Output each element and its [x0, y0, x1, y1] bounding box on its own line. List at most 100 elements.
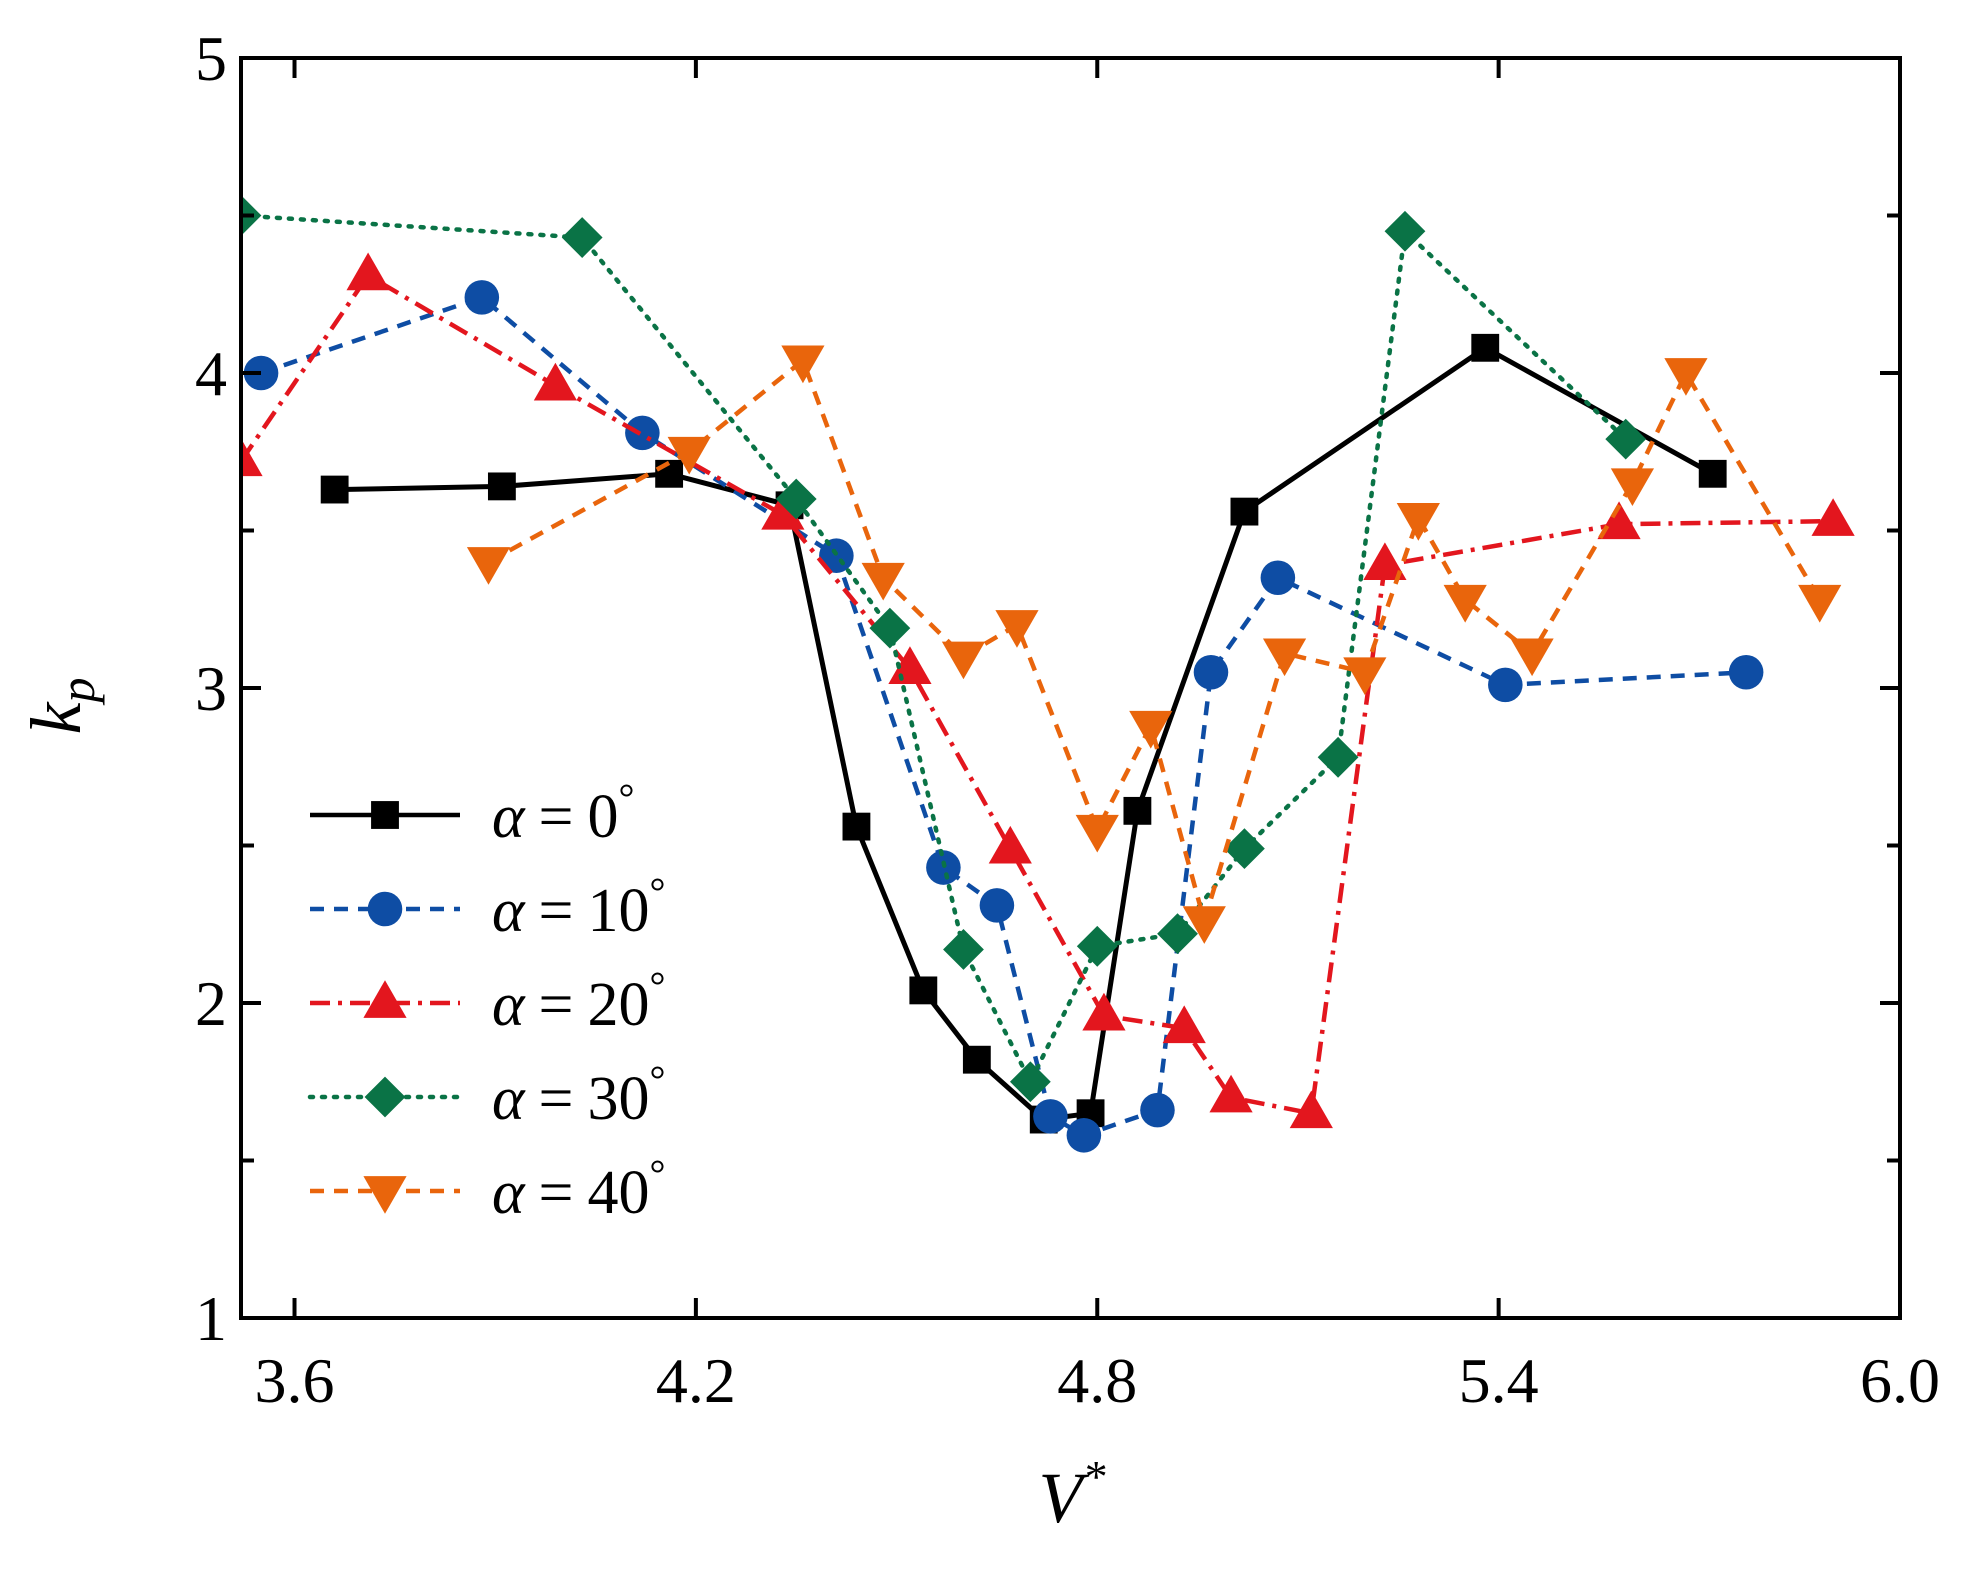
data-point-20-deg-1: [346, 252, 390, 291]
legend-value: 10: [588, 877, 650, 945]
y-tick-label-4: 5: [195, 23, 227, 94]
data-point-20-deg-11: [1597, 501, 1641, 540]
legend-equals: =: [539, 1159, 574, 1227]
data-point-40-deg-6: [1075, 814, 1119, 853]
legend-item-10-deg: α = 10°: [310, 869, 666, 945]
legend-item-20-deg: α = 20°: [310, 963, 666, 1039]
x-axis-title: V*: [1039, 1451, 1106, 1538]
plot-layer: [241, 195, 1855, 1153]
data-point-30-deg-4: [943, 929, 984, 970]
data-point-20-deg-10: [1363, 542, 1407, 581]
plot-frame: [239, 56, 1902, 1320]
data-point-40-deg-13: [1510, 638, 1554, 677]
legend-degree: °: [650, 869, 666, 914]
data-point-0-deg-5: [909, 976, 938, 1005]
x-tick-label-4: 6.0: [1860, 1345, 1940, 1416]
data-point-40-deg-10: [1343, 657, 1387, 696]
legend-marker-40-deg: [363, 1176, 407, 1214]
legend-equals: =: [539, 877, 574, 945]
data-point-40-deg-12: [1443, 584, 1487, 623]
data-point-10-deg-1: [464, 280, 500, 315]
legend-symbol: α: [492, 971, 526, 1039]
data-point-30-deg-5: [1009, 1061, 1051, 1103]
legend-degree: °: [650, 1151, 666, 1196]
legend-marker-30-deg: [364, 1076, 406, 1118]
legend-item-0-deg: α = 0°: [310, 775, 635, 851]
legend-marker-20-deg: [363, 980, 407, 1018]
data-point-0-deg-4: [842, 812, 871, 841]
legend-value: 20: [588, 971, 650, 1039]
data-point-20-deg-12: [1811, 498, 1855, 536]
data-point-10-deg-12: [1728, 654, 1764, 690]
data-point-40-deg-7: [1129, 710, 1173, 749]
y-tick-label-0: 1: [195, 1283, 227, 1354]
legend-equals: =: [539, 971, 574, 1039]
data-point-20-deg-7: [1162, 1005, 1206, 1044]
data-point-0-deg-1: [487, 472, 516, 501]
data-point-20-deg-8: [1209, 1074, 1253, 1113]
data-point-30-deg-9: [1317, 736, 1359, 778]
data-point-40-deg-1: [667, 436, 711, 475]
legend-equals: =: [539, 783, 574, 851]
legend-item-40-deg: α = 40°: [310, 1151, 666, 1227]
legend-marker-10-deg: [367, 891, 403, 927]
y-tick-label-1: 2: [195, 968, 227, 1039]
legend-label-20-deg: α = 20°: [492, 963, 666, 1039]
data-point-30-deg-7: [1157, 913, 1198, 955]
data-point-40-deg-4: [941, 641, 986, 680]
x-tick-label-1: 4.2: [656, 1345, 736, 1416]
legend-label-40-deg: α = 40°: [492, 1151, 666, 1227]
data-point-0-deg-9: [1123, 796, 1152, 825]
legend-label-0-deg: α = 0°: [492, 775, 635, 851]
data-point-40-deg-8: [1182, 906, 1226, 944]
y-axis-title-main: k: [16, 700, 96, 734]
legend-equals: =: [539, 1065, 574, 1133]
legend-value: 30: [588, 1065, 650, 1133]
y-axis-title-subscript: p: [49, 678, 105, 706]
legend-label-10-deg: α = 10°: [492, 869, 666, 945]
data-point-30-deg-1: [561, 217, 603, 258]
legend: α = 0°α = 10°α = 20°α = 30°α = 40°: [307, 775, 666, 1227]
data-point-40-deg-5: [995, 610, 1039, 648]
data-point-0-deg-10: [1230, 497, 1259, 526]
data-point-0-deg-11: [1471, 333, 1500, 362]
data-point-0-deg-12: [1698, 459, 1727, 488]
legend-item-30-deg: α = 30°: [307, 1057, 666, 1133]
data-point-10-deg-3: [819, 538, 854, 573]
data-point-30-deg-11: [1605, 418, 1647, 460]
data-point-20-deg-3: [761, 491, 805, 530]
data-point-40-deg-15: [1664, 358, 1708, 396]
data-point-10-deg-8: [1140, 1092, 1175, 1128]
data-point-0-deg-6: [962, 1045, 991, 1074]
legend-degree: °: [650, 963, 666, 1008]
series-20-deg: [241, 252, 1855, 1129]
data-point-30-deg-3: [869, 607, 911, 649]
data-point-40-deg-16: [1798, 584, 1842, 623]
legend-symbol: α: [492, 877, 526, 945]
legend-value: 0: [588, 783, 619, 851]
x-tick-label-0: 3.6: [255, 1345, 335, 1416]
x-axis-title-main: V: [1039, 1458, 1090, 1538]
data-point-40-deg-0: [466, 547, 511, 585]
data-point-10-deg-11: [1488, 667, 1523, 703]
y-tick-label-2: 3: [195, 653, 227, 724]
data-point-40-deg-9: [1262, 638, 1307, 677]
data-point-10-deg-7: [1066, 1118, 1102, 1153]
legend-symbol: α: [492, 1065, 526, 1133]
data-point-40-deg-14: [1610, 468, 1655, 507]
data-point-10-deg-6: [1033, 1099, 1068, 1134]
x-tick-label-3: 5.4: [1459, 1345, 1539, 1416]
series-40-deg: [466, 345, 1842, 944]
legend-degree: °: [619, 775, 635, 820]
x-axis-title-superscript: *: [1082, 1451, 1105, 1502]
series-10-deg: [243, 280, 1764, 1153]
legend-symbol: α: [492, 783, 526, 851]
data-point-40-deg-3: [861, 562, 905, 601]
data-point-0-deg-0: [320, 475, 349, 504]
data-point-40-deg-2: [781, 345, 825, 384]
data-point-30-deg-2: [775, 478, 817, 520]
data-point-20-deg-0: [241, 438, 263, 477]
y-axis-title: kp: [16, 678, 105, 735]
y-tick-label-3: 4: [195, 338, 227, 409]
